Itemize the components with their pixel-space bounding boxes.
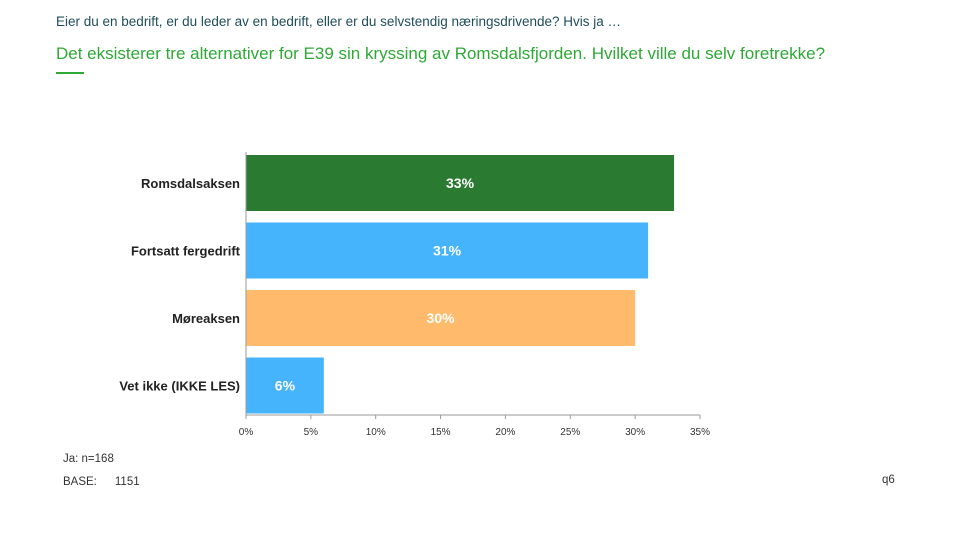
category-label-1: Fortsatt fergedrift	[131, 244, 241, 259]
category-label-2: Møreaksen	[172, 311, 240, 326]
survey-intro-text: Eier du en bedrift, er du leder av en be…	[56, 14, 622, 29]
x-tick-label-2: 10%	[366, 427, 386, 438]
x-tick-label-6: 30%	[625, 427, 645, 438]
question-code: q6	[882, 474, 895, 486]
x-tick-label-3: 15%	[431, 427, 451, 438]
sample-size-note: Ja: n=168	[63, 453, 114, 465]
category-label-3: Vet ikke (IKKE LES)	[119, 379, 240, 394]
x-tick-label-0: 0%	[239, 427, 254, 438]
bar-1	[246, 222, 649, 279]
base-value: 1151	[114, 476, 140, 488]
x-tick-label-5: 25%	[560, 427, 580, 438]
bar-0	[246, 155, 675, 211]
base-label: BASE:	[63, 476, 97, 488]
category-label-0: Romsdalsaksen	[141, 176, 240, 191]
bar-value-label-1: 31%	[433, 243, 462, 259]
x-tick-label-4: 20%	[495, 427, 515, 438]
base-note: BASE: 1151	[63, 476, 140, 488]
x-tick-label-7: 35%	[690, 427, 710, 438]
bar-2	[246, 290, 636, 346]
title-underline	[56, 72, 84, 74]
bar-3	[246, 357, 324, 414]
x-tick-label-1: 5%	[304, 427, 319, 438]
bar-value-label-3: 6%	[275, 378, 296, 394]
bar-value-label-2: 30%	[427, 310, 456, 326]
question-title: Det eksisterer tre alternativer for E39 …	[56, 44, 826, 63]
bar-value-label-0: 33%	[446, 175, 475, 191]
